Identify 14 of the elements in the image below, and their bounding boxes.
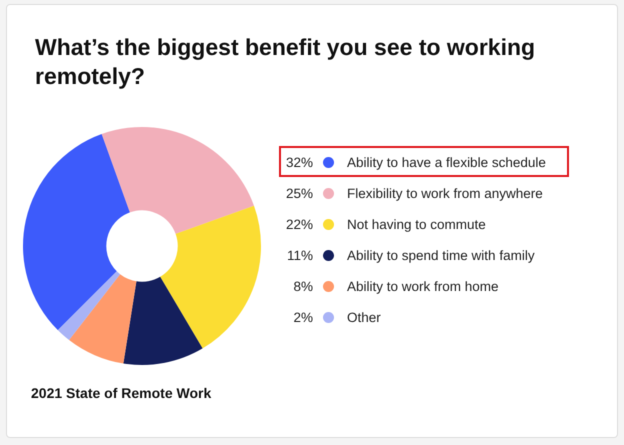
data-label: 22% [284,217,313,232]
text: 2021 State of Remote Work [31,385,212,401]
legend-label: Ability to have a flexible schedule [347,155,546,170]
data-label: 2% [292,310,313,325]
legend-label: Ability to spend time with family [347,248,535,263]
data-label: 25% [284,186,313,201]
data-label: 32% [284,155,313,170]
legend-label: Not having to commute [347,217,486,232]
chart-title: What’s the biggest benefit you see to working remotely? [35,33,536,91]
legend-label: Ability to work from home [347,279,499,294]
data-label: 11% [286,248,313,263]
legend-label: Flexibility to work from anywhere [347,186,543,201]
legend-label: Other [347,310,381,325]
data-label: 8% [292,279,313,294]
